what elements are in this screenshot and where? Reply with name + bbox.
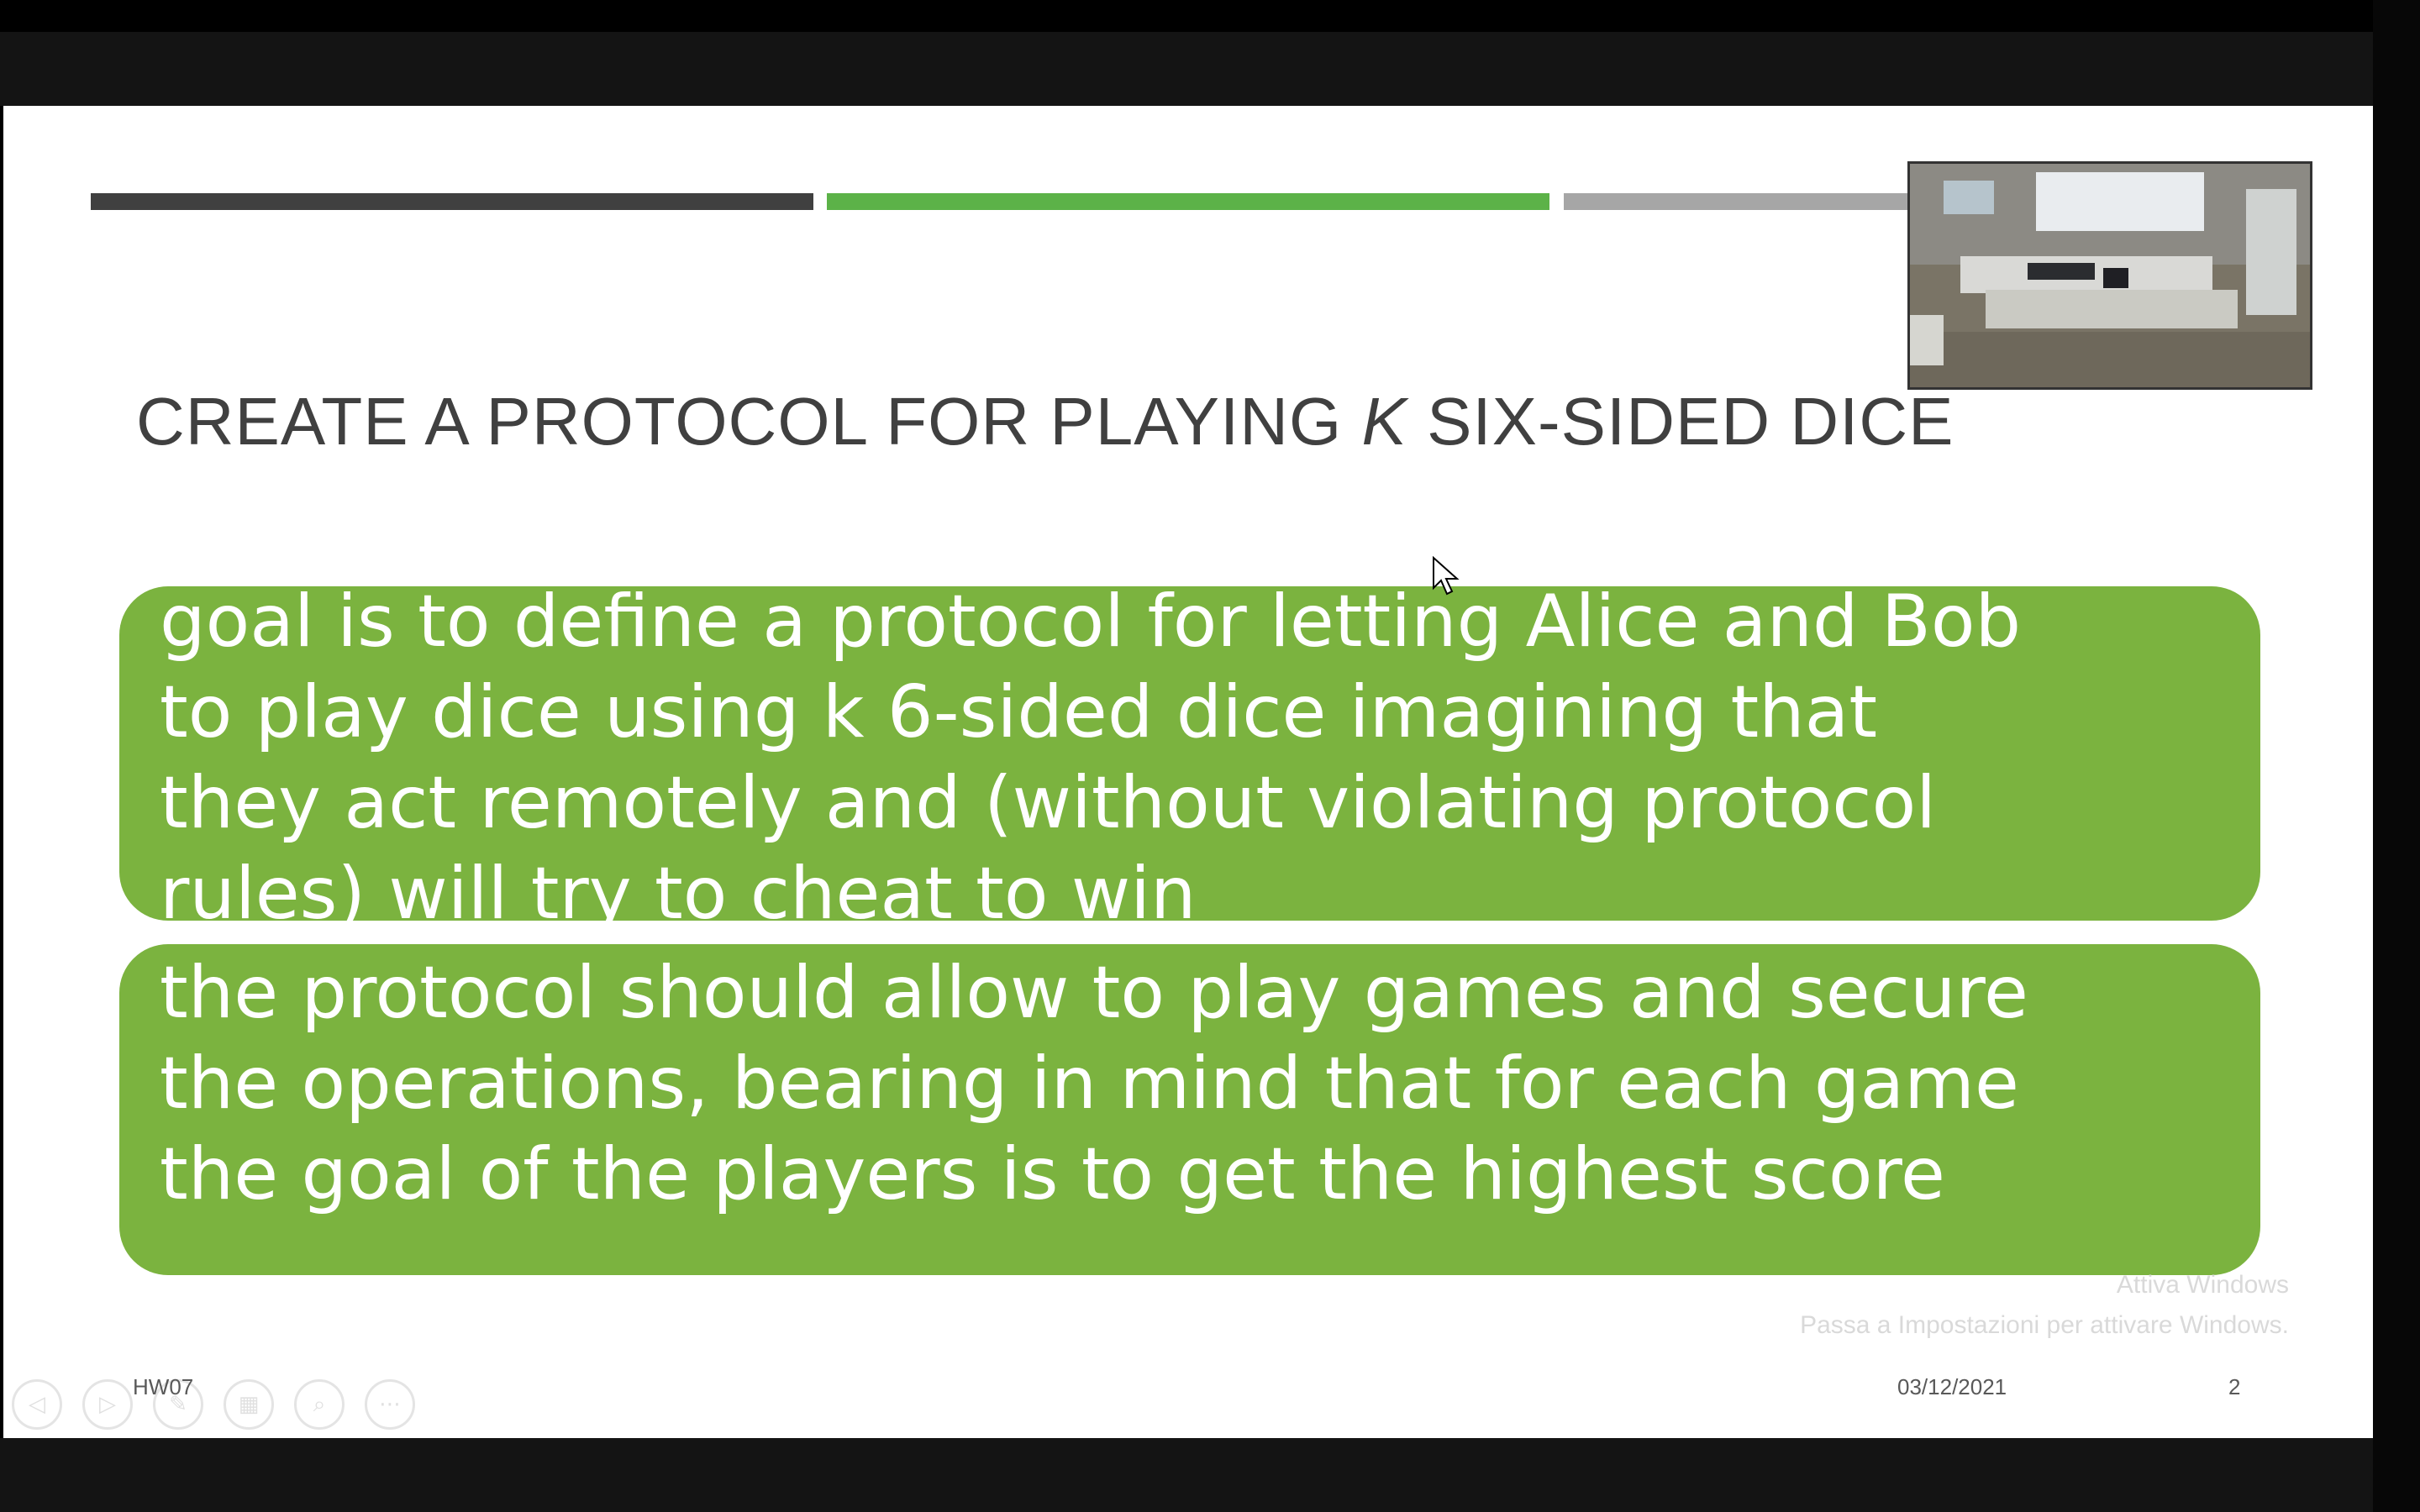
- slide-number: 2: [2228, 1374, 2241, 1399]
- zoom-icon[interactable]: ⌕: [294, 1379, 345, 1430]
- windows-activation-watermark: Attiva Windows Passa a Impostazioni per …: [1800, 1265, 2289, 1346]
- footer-label: HW07: [133, 1374, 194, 1399]
- header-bar-dark: [91, 193, 813, 210]
- title-variable-k: K: [1361, 384, 1407, 459]
- requirement-line: the operations, bearing in mind that for…: [160, 1042, 2019, 1126]
- next-icon[interactable]: ▷: [82, 1379, 133, 1430]
- goal-text-box: goal is to define a protocol for letting…: [119, 586, 2260, 921]
- watermark-line-1: Attiva Windows: [2116, 1271, 2289, 1299]
- requirement-line: the goal of the players is to get the hi…: [160, 1132, 1945, 1216]
- previous-icon[interactable]: ◁: [12, 1379, 62, 1430]
- title-part-1: CREATE A PROTOCOL FOR PLAYING: [136, 384, 1362, 459]
- slides-icon[interactable]: ▦: [224, 1379, 274, 1430]
- requirement-line: the protocol should allow to play games …: [160, 951, 2028, 1035]
- viewer-top-band: [0, 32, 2373, 106]
- goal-line: to play dice using k 6-sided dice imagin…: [160, 670, 1878, 754]
- header-bar-gray: [1564, 193, 1917, 210]
- header-bar-green: [827, 193, 1549, 210]
- footer-date: 03/12/2021: [1897, 1374, 2007, 1399]
- mouse-cursor-icon: [1433, 556, 1460, 596]
- slide-title: CREATE A PROTOCOL FOR PLAYING K SIX-SIDE…: [136, 383, 1954, 460]
- watermark-line-2: Passa a Impostazioni per attivare Window…: [1800, 1311, 2289, 1339]
- viewer-right-strip: [2373, 0, 2420, 1512]
- pen-icon[interactable]: ✎: [153, 1379, 203, 1430]
- goal-line: rules) will try to cheat to win: [160, 852, 1197, 921]
- viewer-bottom-band: [0, 1438, 2373, 1512]
- requirement-text-box: the protocol should allow to play games …: [119, 944, 2260, 1275]
- webcam-video-frame: [1910, 164, 2310, 387]
- presentation-slide: CREATE A PROTOCOL FOR PLAYING K SIX-SIDE…: [3, 106, 2373, 1438]
- title-part-2: SIX-SIDED DICE: [1407, 384, 1954, 459]
- goal-line: goal is to define a protocol for letting…: [160, 586, 2022, 664]
- goal-line: they act remotely and (without violating…: [160, 761, 1937, 845]
- more-icon[interactable]: ⋯: [365, 1379, 415, 1430]
- slideshow-nav-controls: ◁ ▷ ✎ ▦ ⌕ ⋯: [12, 1379, 415, 1430]
- webcam-overlay[interactable]: [1907, 161, 2312, 390]
